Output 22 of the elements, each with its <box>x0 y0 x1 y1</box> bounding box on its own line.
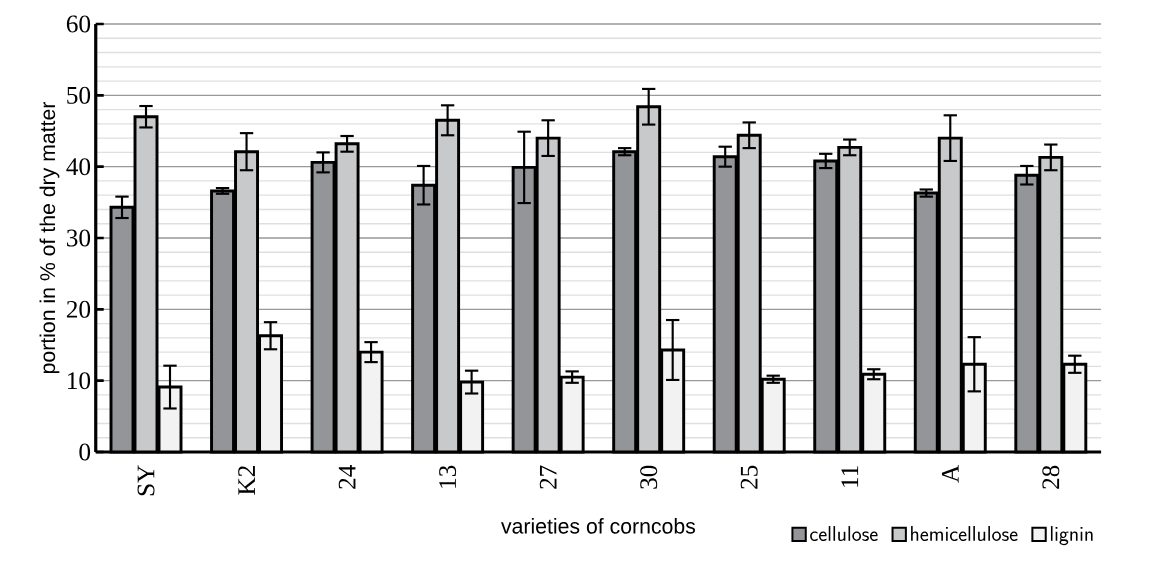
x-tick-label: A <box>941 464 959 483</box>
x-tick-label: SY <box>137 465 155 496</box>
legend-label: hemicellulose <box>911 526 1018 541</box>
x-tick-label: 27 <box>539 465 557 489</box>
y-tick-label: 30 <box>67 229 91 247</box>
x-tick-label: 13 <box>439 465 457 488</box>
x-axis-title: varieties of corncobs <box>501 518 696 534</box>
y-tick-label: 60 <box>66 15 91 33</box>
y-tick-label: 40 <box>66 158 91 176</box>
x-tick-label: 11 <box>841 466 859 487</box>
x-tick-label: 25 <box>740 465 758 489</box>
x-tick-label: 30 <box>640 465 658 489</box>
y-tick-label: 10 <box>68 372 91 390</box>
y-axis-title: portion in % of the dry matter <box>39 101 60 374</box>
y-tick-label: 0 <box>79 443 91 461</box>
y-tick-label: 50 <box>67 86 91 104</box>
x-tick-label: 24 <box>338 465 356 489</box>
legend-label: cellulose <box>810 526 878 541</box>
x-tick-label: K2 <box>238 466 255 495</box>
y-tick-label: 20 <box>66 300 91 318</box>
legend-label: lignin <box>1050 526 1093 546</box>
x-tick-label: 28 <box>1042 465 1060 489</box>
